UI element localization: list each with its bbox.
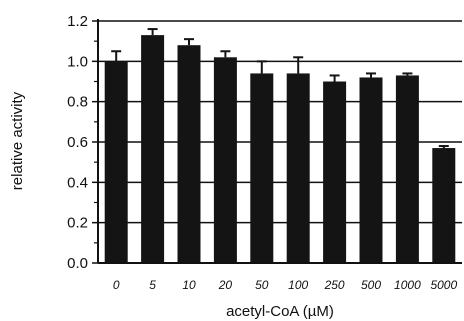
bar — [250, 73, 274, 263]
x-tick-label: 250 — [324, 278, 345, 292]
y-tick-label: 0.0 — [67, 255, 88, 272]
bar — [286, 73, 310, 263]
bar — [432, 148, 456, 263]
x-axis-label: acetyl-CoA (µM) — [226, 303, 334, 320]
y-tick-label: 0.6 — [67, 134, 88, 151]
x-tick-label: 1000 — [394, 278, 421, 292]
error-bars — [111, 28, 449, 149]
x-tick-label: 0 — [113, 278, 120, 292]
x-tick-label: 10 — [182, 278, 196, 292]
bar — [323, 81, 347, 263]
y-tick-label: 0.8 — [67, 94, 88, 111]
y-tick-label: 0.2 — [67, 215, 88, 232]
x-tick-label: 5 — [149, 278, 156, 292]
y-axis-label: relative activity — [9, 91, 26, 190]
bars — [104, 35, 456, 264]
y-tick-label: 1.0 — [67, 53, 88, 70]
axes — [92, 19, 462, 264]
bar — [359, 77, 383, 263]
bar — [213, 57, 237, 263]
bar — [395, 75, 419, 263]
y-tick-label: 0.4 — [67, 174, 88, 191]
y-tick-labels: 0.0 0.2 0.4 0.6 0.8 1.0 1.2 — [67, 13, 88, 272]
x-tick-label: 5000 — [430, 278, 457, 292]
bar — [177, 45, 201, 264]
x-tick-labels: 0 5 10 20 50 100 250 500 1000 5000 — [113, 278, 458, 292]
bar — [104, 61, 128, 264]
x-tick-label: 100 — [288, 278, 308, 292]
y-tick-label: 1.2 — [67, 13, 88, 30]
x-tick-label: 20 — [218, 278, 233, 292]
bar — [141, 35, 165, 263]
x-tick-label: 50 — [255, 278, 269, 292]
x-tick-label: 500 — [361, 278, 381, 292]
